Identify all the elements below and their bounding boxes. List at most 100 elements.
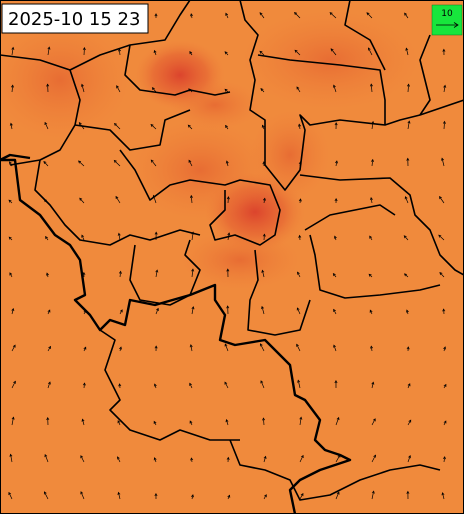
wind-arrow bbox=[117, 420, 121, 426]
wind-arrow bbox=[366, 12, 373, 19]
wind-arrow-head bbox=[334, 380, 338, 384]
wind-arrow bbox=[44, 122, 49, 130]
wind-arrow-head bbox=[332, 84, 336, 88]
wind-arrow-head bbox=[369, 235, 373, 239]
wind-arrow bbox=[371, 159, 374, 167]
wind-arrow bbox=[329, 12, 337, 19]
boundary bbox=[299, 174, 464, 276]
wind-arrow-head bbox=[11, 416, 15, 420]
wind-arrow-head bbox=[43, 160, 47, 165]
wind-arrow-head bbox=[118, 270, 122, 274]
wind-arrow-head bbox=[334, 197, 338, 202]
wind-arrow bbox=[263, 198, 266, 204]
wind-arrow-head bbox=[299, 416, 303, 420]
warm-area bbox=[130, 120, 270, 220]
wind-arrow-head bbox=[9, 453, 13, 457]
wind-arrow bbox=[407, 383, 411, 389]
wind-arrow-head bbox=[224, 343, 228, 347]
national-border bbox=[0, 153, 31, 162]
concentration-field bbox=[0, 10, 420, 290]
wind-arrow-head bbox=[81, 234, 85, 238]
wind-arrow bbox=[333, 85, 337, 93]
wind-arrow bbox=[263, 418, 265, 426]
wind-arrow-head bbox=[406, 83, 410, 87]
wind-arrow bbox=[150, 124, 157, 130]
wind-arrow-head bbox=[332, 273, 336, 277]
boundary bbox=[9, 69, 81, 166]
wind-arrow-head bbox=[260, 380, 264, 384]
wind-arrow-head bbox=[335, 160, 339, 164]
wind-arrow-head bbox=[442, 120, 446, 124]
wind-arrow bbox=[297, 307, 301, 315]
wind-arrow-head bbox=[442, 48, 446, 52]
wind-arrow-head bbox=[8, 199, 12, 203]
wind-arrow-head bbox=[333, 344, 336, 348]
wind-arrow-head bbox=[190, 13, 194, 17]
wind-arrow bbox=[150, 159, 157, 167]
wind-arrow-head bbox=[114, 122, 118, 126]
wind-arrow bbox=[443, 121, 445, 130]
wind-arrow-head bbox=[152, 194, 156, 198]
wind-arrow bbox=[333, 309, 337, 315]
wind-arrow bbox=[81, 84, 85, 93]
wind-arrow-head bbox=[224, 381, 228, 385]
wind-arrow-head bbox=[225, 12, 229, 16]
wind-arrow bbox=[9, 272, 13, 278]
wind-arrow-head bbox=[226, 456, 230, 460]
wind-arrow-head bbox=[43, 491, 47, 495]
wind-arrow-head bbox=[119, 309, 123, 313]
wind-arrow bbox=[80, 491, 85, 500]
wind-arrow bbox=[263, 494, 267, 500]
wind-arrow-head bbox=[264, 494, 267, 498]
wind-arrow-head bbox=[296, 343, 299, 347]
wind-arrow-head bbox=[9, 122, 13, 126]
wind-arrow-head bbox=[259, 50, 263, 54]
wind-arrow bbox=[116, 85, 121, 93]
wind-arrow bbox=[118, 492, 121, 500]
wind-arrow-head bbox=[439, 272, 443, 276]
wind-arrow bbox=[261, 306, 265, 315]
wind-arrow-head bbox=[262, 161, 266, 165]
wind-arrow-head bbox=[11, 307, 15, 312]
wind-arrow bbox=[438, 234, 445, 241]
wind-arrow-head bbox=[80, 83, 84, 87]
wind-arrow bbox=[335, 417, 340, 426]
wind-arrow-head bbox=[47, 309, 51, 313]
wind-arrow-head bbox=[403, 235, 407, 239]
wind-arrow bbox=[155, 308, 159, 315]
wind-arrow bbox=[226, 161, 229, 167]
wind-arrow-head bbox=[154, 13, 158, 17]
wind-arrow bbox=[190, 195, 193, 204]
wind-arrow bbox=[80, 455, 85, 463]
boundary bbox=[309, 234, 441, 299]
wind-arrow-head bbox=[8, 491, 12, 496]
timestamp-box: 2025-10 15 23 bbox=[1, 3, 149, 34]
wind-arrow-head bbox=[336, 491, 340, 495]
wind-arrow bbox=[226, 419, 229, 426]
wind-arrow bbox=[260, 343, 265, 352]
wind-arrow-head bbox=[405, 47, 409, 51]
wind-legend: 10 bbox=[431, 4, 463, 36]
wind-arrow-head bbox=[191, 306, 195, 310]
boundary bbox=[344, 0, 386, 71]
wind-arrow-head bbox=[404, 273, 408, 277]
wind-arrow-head bbox=[83, 309, 87, 314]
wind-arrow-head bbox=[113, 159, 117, 163]
wind-arrow bbox=[335, 454, 341, 463]
wind-arrow-head bbox=[371, 490, 375, 494]
wind-arrow-head bbox=[298, 161, 302, 165]
wind-arrow-head bbox=[156, 307, 159, 311]
wind-arrow bbox=[11, 47, 14, 56]
wind-arrow bbox=[299, 455, 304, 463]
wind-arrow bbox=[154, 457, 157, 463]
wind-arrow bbox=[369, 236, 373, 241]
wind-arrow-head bbox=[259, 12, 263, 16]
wind-arrow-head bbox=[294, 49, 298, 53]
wind-arrow bbox=[188, 124, 193, 130]
wind-arrow-head bbox=[187, 124, 191, 128]
wind-arrow-head bbox=[151, 87, 155, 91]
wind-arrow-head bbox=[406, 157, 410, 161]
wind-arrow bbox=[8, 492, 13, 500]
wind-arrow-head bbox=[47, 46, 51, 50]
